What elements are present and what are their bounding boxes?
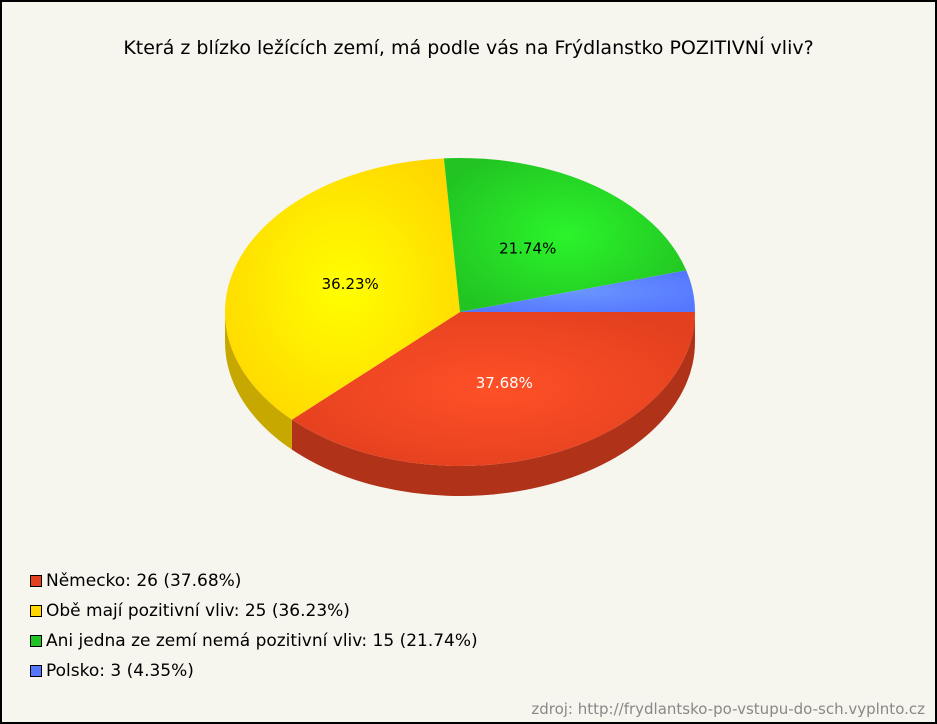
source-note: zdroj: http://frydlantsko-po-vstupu-do-s… xyxy=(531,700,925,718)
legend-label: Ani jedna ze zemí nemá pozitivní vliv: 1… xyxy=(46,631,478,651)
legend-label: Obě mají pozitivní vliv: 25 (36.23%) xyxy=(46,601,350,621)
legend-swatch xyxy=(30,635,42,647)
legend-item: Polsko: 3 (4.35%) xyxy=(30,656,478,686)
legend-item: Ani jedna ze zemí nemá pozitivní vliv: 1… xyxy=(30,626,478,656)
slice xyxy=(460,270,695,312)
slice-side xyxy=(291,312,695,496)
legend: Německo: 26 (37.68%) Obě mají pozitivní v… xyxy=(30,566,478,686)
legend-label: Polsko: 3 (4.35%) xyxy=(46,661,194,681)
slice-side xyxy=(225,312,292,450)
legend-swatch xyxy=(30,605,42,617)
data-label: 36.23% xyxy=(322,275,379,293)
slice xyxy=(224,158,460,420)
slice xyxy=(291,312,695,467)
legend-item: Obě mají pozitivní vliv: 25 (36.23%) xyxy=(30,596,478,626)
data-label: 21.74% xyxy=(499,240,556,258)
legend-swatch xyxy=(30,575,42,587)
chart-title: Která z blízko ležících zemí, má podle v… xyxy=(123,37,814,59)
slice xyxy=(443,158,687,312)
legend-label: Německo: 26 (37.68%) xyxy=(46,571,242,591)
data-label: 37.68% xyxy=(476,374,533,392)
legend-item: Německo: 26 (37.68%) xyxy=(30,566,478,596)
legend-swatch xyxy=(30,665,42,677)
